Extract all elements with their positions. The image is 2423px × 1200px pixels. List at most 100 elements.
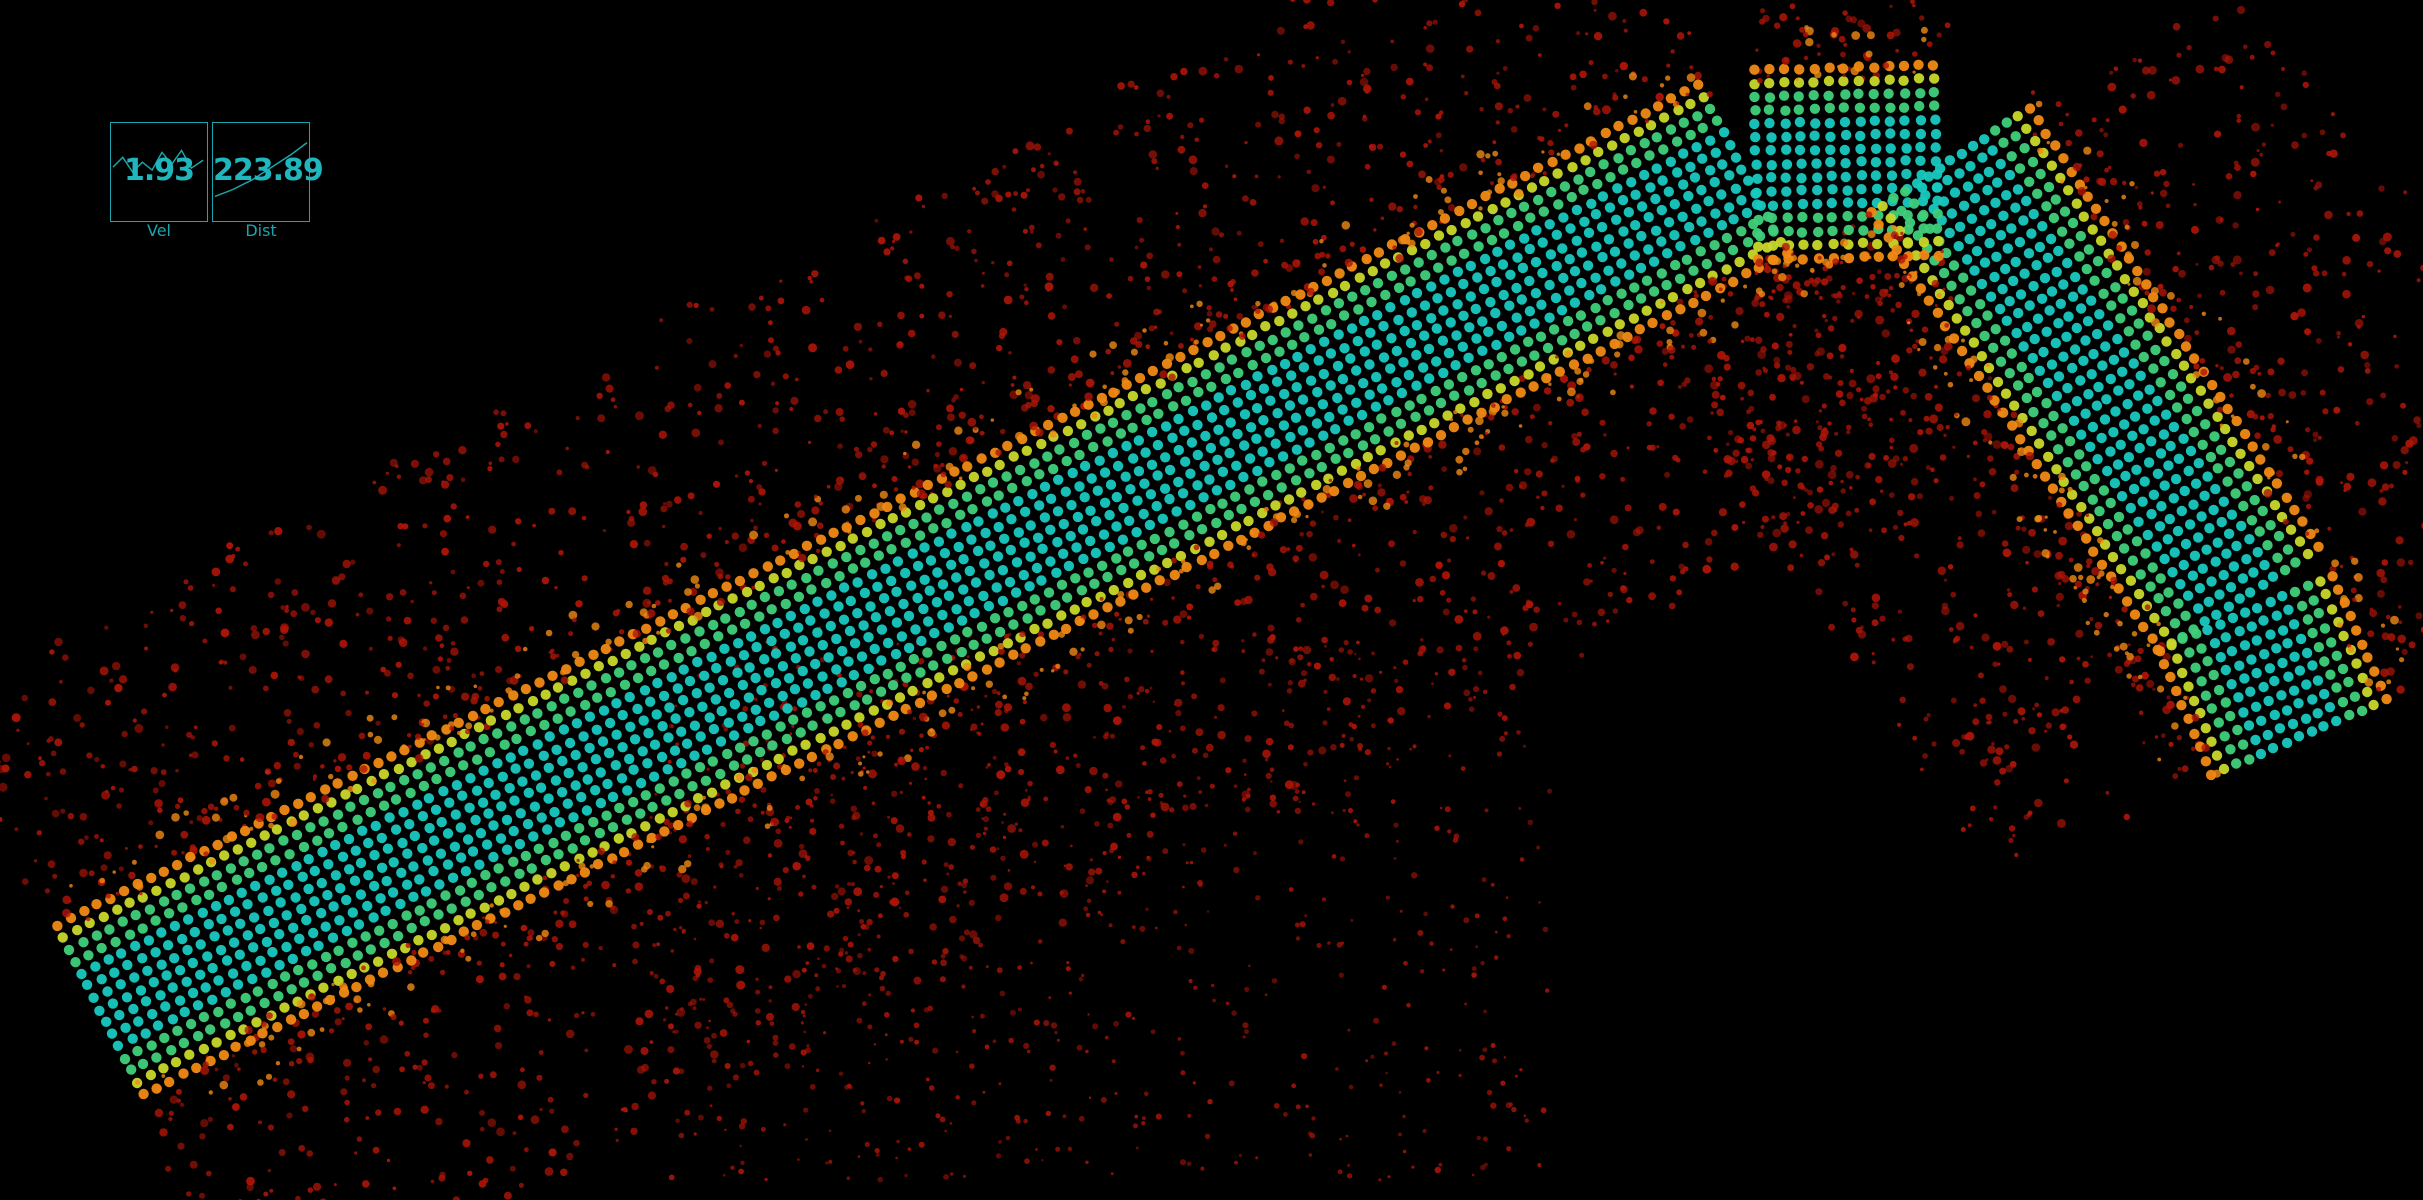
lidar-point (1026, 1049, 1031, 1054)
lidar-point (918, 1141, 925, 1148)
lidar-point (2202, 471, 2213, 482)
lidar-point (1412, 744, 1417, 749)
lidar-point (1412, 599, 1416, 603)
lidar-point (706, 1026, 709, 1030)
lidar-point (981, 496, 993, 507)
lidar-point (474, 859, 485, 870)
lidar-point (1794, 144, 1806, 156)
lidar-point (1767, 454, 1776, 463)
lidar-point (796, 697, 808, 708)
lidar-point (214, 1067, 219, 1072)
lidar-point (706, 767, 710, 771)
lidar-point (235, 546, 241, 552)
lidar-point (1764, 117, 1775, 129)
lidar-point (1507, 107, 1514, 114)
lidar-point (388, 857, 399, 868)
lidar-point (163, 908, 175, 919)
lidar-point (63, 944, 75, 956)
lidar-point (2416, 278, 2421, 283)
lidar-point (2394, 364, 2399, 369)
lidar-point (1831, 552, 1836, 557)
lidar-point (892, 233, 901, 241)
lidar-point (870, 612, 882, 623)
lidar-point (1771, 515, 1776, 520)
lidar-point (949, 1172, 954, 1176)
lidar-point (1551, 260, 1562, 272)
lidar-point (1065, 218, 1071, 224)
lidar-point (228, 685, 233, 690)
lidar-point (2303, 490, 2312, 499)
lidar-point (604, 717, 616, 729)
lidar-point (1786, 305, 1791, 309)
lidar-point (674, 704, 678, 708)
lidar-point (2267, 742, 2279, 754)
lidar-point (2024, 300, 2035, 311)
lidar-point (810, 689, 821, 701)
lidar-point (418, 780, 430, 792)
lidar-point (1281, 709, 1285, 712)
lidar-point (1272, 408, 1283, 419)
lidar-point (821, 546, 832, 557)
lidar-point (1470, 303, 1482, 315)
lidar-point (2107, 652, 2113, 658)
lidar-point (892, 955, 899, 963)
lidar-point (1192, 449, 1204, 461)
lidar-point (1479, 107, 1484, 112)
lidar-point (450, 569, 456, 575)
lidar-point (114, 683, 123, 693)
lidar-point (2258, 579, 2269, 590)
lidar-point (1564, 254, 1575, 265)
lidar-point (1418, 362, 1429, 373)
lidar-point (759, 919, 766, 926)
lidar-point (1590, 272, 1601, 283)
lidar-point (583, 896, 589, 902)
lidar-point (2310, 179, 2314, 183)
lidar-point (1426, 64, 1433, 72)
lidar-point (2318, 721, 2329, 732)
lidar-point (1751, 187, 1762, 198)
lidar-point (1345, 384, 1356, 395)
lidar-point (2218, 496, 2229, 507)
lidar-point (753, 697, 758, 701)
lidar-point (362, 1078, 366, 1083)
lidar-point (1687, 31, 1692, 35)
lidar-point (1411, 320, 1423, 331)
lidar-point (907, 400, 917, 409)
lidar-point (767, 897, 771, 901)
lidar-point (393, 763, 405, 775)
lidar-point (384, 812, 395, 823)
lidar-point (289, 1045, 298, 1053)
lidar-point (1048, 996, 1052, 1000)
lidar-point (619, 679, 631, 690)
lidar-point (1973, 477, 1977, 482)
lidar-point (966, 655, 970, 659)
lidar-point (1049, 1078, 1053, 1082)
lidar-point (975, 832, 982, 839)
lidar-point (1536, 845, 1541, 850)
lidar-point (1111, 521, 1122, 532)
lidar-point (1572, 438, 1581, 447)
lidar-point (1995, 158, 2006, 170)
lidar-point (1052, 187, 1058, 193)
lidar-point (1969, 805, 1976, 812)
lidar-point (872, 483, 877, 489)
lidar-point (1078, 977, 1084, 982)
lidar-point (690, 998, 697, 1006)
lidar-point (2337, 696, 2349, 708)
lidar-point (234, 1062, 239, 1068)
lidar-point (1545, 249, 1557, 260)
lidar-point (1458, 278, 1469, 290)
lidar-point (1669, 199, 1681, 210)
lidar-point (1339, 343, 1350, 354)
lidar-point (2165, 203, 2171, 209)
lidar-point (886, 544, 897, 555)
lidar-point (1058, 518, 1070, 530)
lidar-point (453, 747, 464, 758)
lidar-point (1814, 459, 1824, 469)
lidar-point (941, 721, 951, 730)
lidar-point (1969, 645, 1974, 650)
lidar-point (2141, 671, 2150, 680)
lidar-point (693, 937, 697, 941)
